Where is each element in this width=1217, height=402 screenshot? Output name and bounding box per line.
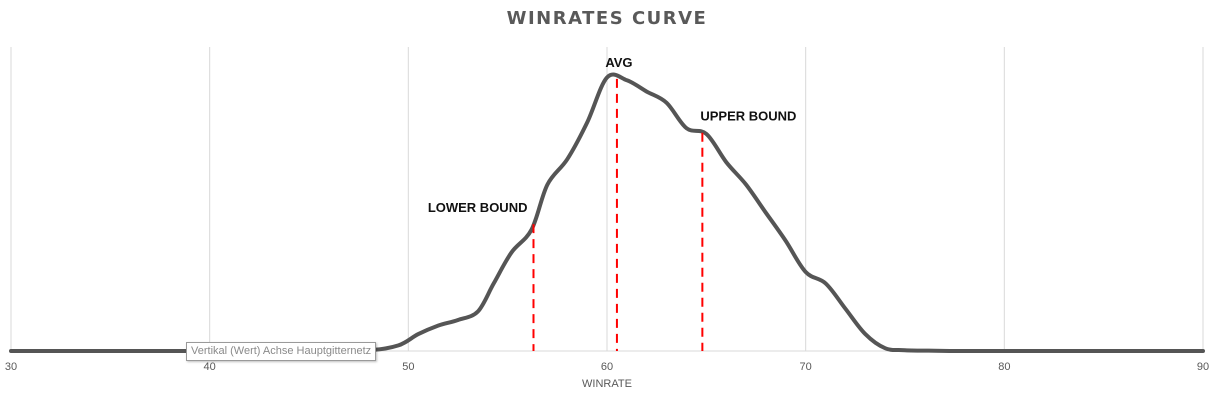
x-tick-label: 60 <box>601 361 613 373</box>
gridline-tooltip: Vertikal (Wert) Achse Hauptgitternetz <box>186 342 377 361</box>
x-axis-ticks: 30 40 50 60 70 80 90 <box>5 361 1209 373</box>
winrate-curve <box>9 72 1205 354</box>
x-tick-label: 50 <box>402 361 414 373</box>
x-tick-label: 30 <box>5 361 17 373</box>
vertical-gridlines <box>10 47 1204 351</box>
x-axis-label: WINRATE <box>582 378 632 390</box>
chart-title: WINRATES CURVE <box>507 8 708 29</box>
x-tick-label: 80 <box>998 361 1010 373</box>
x-tick-label: 70 <box>800 361 812 373</box>
x-tick-label: 90 <box>1197 361 1209 373</box>
marker-label: LOWER BOUND <box>428 200 528 215</box>
x-tick-label: 40 <box>204 361 216 373</box>
marker-label: UPPER BOUND <box>700 109 796 124</box>
marker-label: AVG <box>605 55 632 70</box>
bound-markers: LOWER BOUND AVG UPPER BOUND <box>428 55 796 351</box>
